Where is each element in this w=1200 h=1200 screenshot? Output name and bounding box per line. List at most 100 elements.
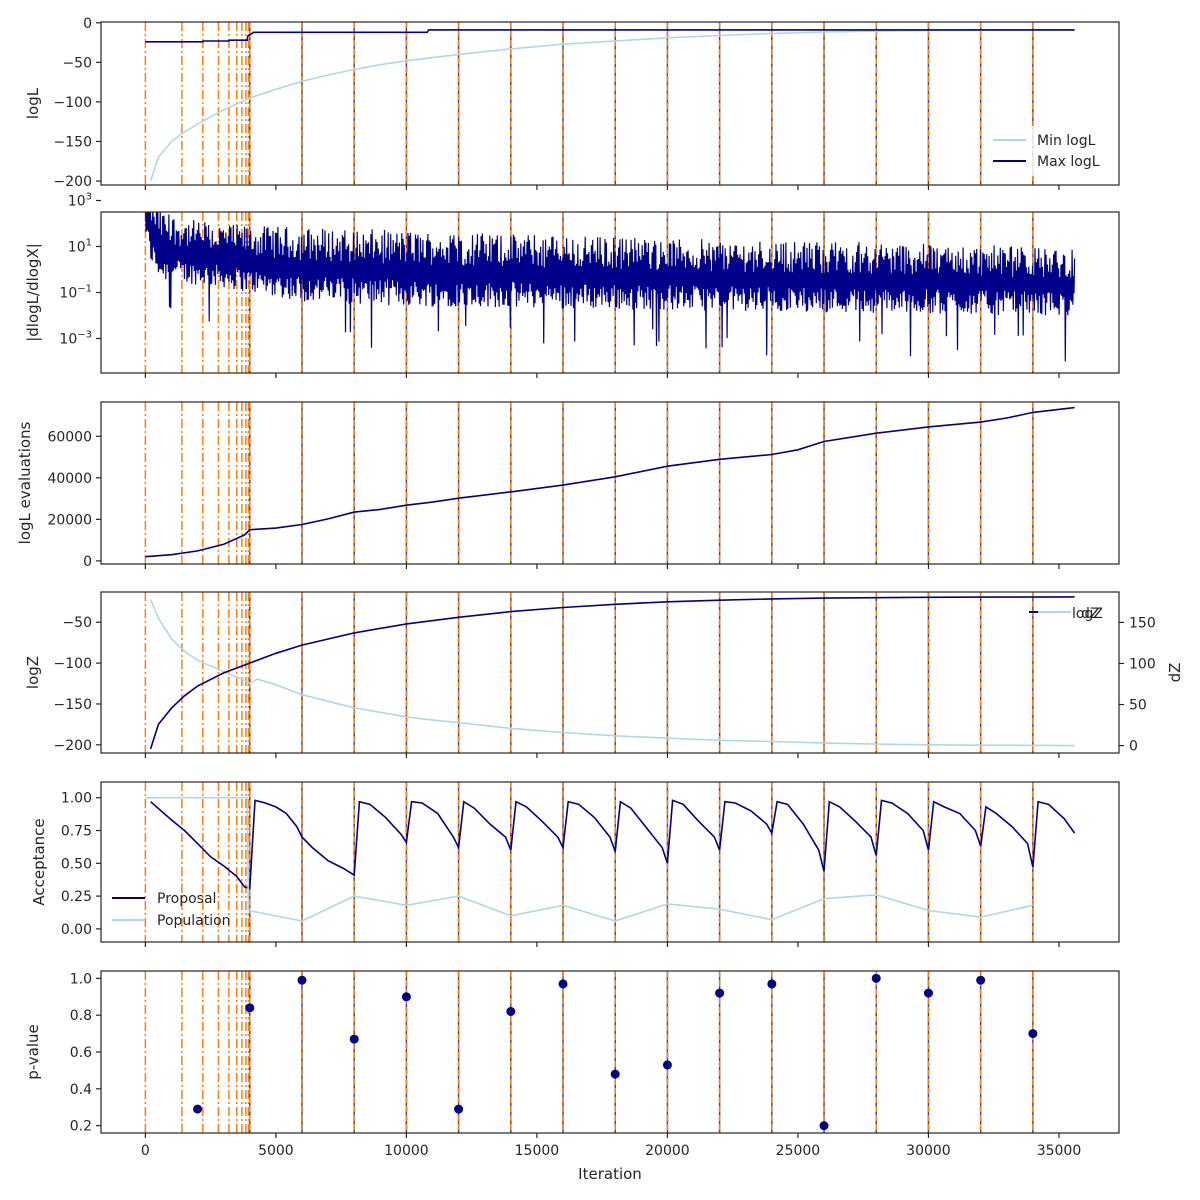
y-tick-label: 0.25 [61,889,92,905]
scatter-point [662,1060,672,1070]
scatter-point [715,988,725,998]
series-line [145,212,1076,362]
y-tick-label-exp: 1 [86,238,92,249]
scatter-point [1028,1029,1038,1039]
y-tick-label-right: 100 [1129,656,1156,672]
axes-frame [100,591,1120,754]
y-tick-label-base: 10 [59,286,77,302]
x-tick-label: 10000 [384,1143,429,1159]
y-tick-label-exp: −1 [77,284,92,295]
scatter-point [297,975,307,985]
scatter-point [767,979,777,989]
scatter-point [401,992,411,1002]
scatter-point [245,1003,255,1013]
series-line-1 [145,796,1034,922]
y-tick-label: 1.00 [61,791,92,807]
y-tick-label-exp: −3 [77,330,92,341]
x-tick-label: 35000 [1037,1143,1082,1159]
x-tick-label: 0 [141,1143,150,1159]
y-tick-label: 0.75 [61,824,92,840]
scatter-point [349,1034,359,1044]
scatter-point [923,988,933,998]
y-axis-label: logL evaluations [16,421,34,544]
y-tick-label: 101 [68,238,92,256]
y-axis-label: Acceptance [30,818,48,905]
y-tick-label: 0.8 [70,1008,92,1024]
series-line-1 [145,29,1075,43]
scatter-point [506,1007,516,1016]
scatter-point [871,973,881,983]
y-tick-label: 0 [83,554,92,570]
y-tick-label: −150 [54,134,92,150]
y-tick-label: 1.0 [70,971,92,987]
legend-box [986,126,1108,176]
y-tick-label-right: 150 [1129,615,1156,631]
axes-frame [100,970,1120,1134]
series-line-dz [149,599,1075,747]
y-tick-label: 0.6 [70,1045,92,1061]
axes-frame [100,21,1120,186]
legend-label: Population [157,913,231,929]
legend-label: logZ [1072,606,1103,622]
scatter-point [193,1104,203,1114]
plot-area [144,22,1075,185]
plot-area [144,782,1076,942]
panel-5: 1.00 0.75 0.50 0.25 0.00 Acceptance Proposal Po… [30,781,1120,947]
legend: Min logL Max logL [986,126,1108,176]
y-tick-label-exp: 3 [86,192,92,203]
axes-frame [100,401,1120,565]
y-tick-label-right: 50 [1129,698,1147,714]
series-line-logz [149,596,1075,750]
plot-area [144,212,1076,373]
y-tick-label-base: 10 [68,240,86,256]
series-line-0 [150,799,1076,890]
legend-label: Max logL [1037,154,1100,170]
y-tick-label: −100 [54,656,92,672]
x-tick-label: 25000 [776,1143,821,1159]
axes-frame [100,781,1120,943]
legend-label: Min logL [1037,133,1096,149]
y-tick-label: 0.50 [61,856,92,872]
scatter-point [558,979,568,989]
series-line-0 [149,29,1075,182]
y-tick-label: −50 [62,55,92,71]
y-tick-label: 0.2 [70,1119,92,1135]
y-axis-label: logZ [24,656,42,689]
scatter-point [454,1104,464,1114]
y-axis-label: logL [24,87,42,119]
y-tick-label-base: 10 [59,332,77,348]
y-tick-label-base: 10 [68,194,86,210]
y-tick-label: 10−1 [59,284,92,302]
scatter-point [819,1121,829,1131]
y-tick-label: 20000 [47,512,92,528]
x-tick-label: 30000 [906,1143,951,1159]
series-line-0 [145,406,1075,558]
y-tick-label: 0.00 [61,922,92,938]
plot-area [144,402,1075,564]
legend: Proposal Population [112,891,231,929]
plot-area [144,592,1075,753]
y-tick-label: −200 [54,738,92,754]
y-tick-label-right: 0 [1129,739,1138,755]
y-tick-label: −50 [62,615,92,631]
y-tick-label: 103 [68,192,92,210]
y-tick-label: −200 [54,174,92,190]
scatter-point [976,975,986,985]
x-tick-label: 20000 [645,1143,690,1159]
y-tick-label: 0 [83,16,92,32]
y-tick-label: 40000 [47,471,92,487]
x-tick-label: 5000 [258,1143,294,1159]
panel-3: 0 20000 40000 60000 logL evaluations [16,401,1120,570]
panel-1: 0 −50 −100 −150 −200 logL Min logL Max logL [24,16,1120,190]
legend-label: dZ [1081,606,1099,622]
x-tick-label: 15000 [515,1143,560,1159]
y-axis-label: |dlogL/dlogX| [24,243,42,342]
y-tick-label: −100 [54,95,92,111]
y-tick-label: 60000 [47,429,92,445]
y-axis-label: p-value [24,1024,42,1080]
plot-area [144,971,1038,1133]
